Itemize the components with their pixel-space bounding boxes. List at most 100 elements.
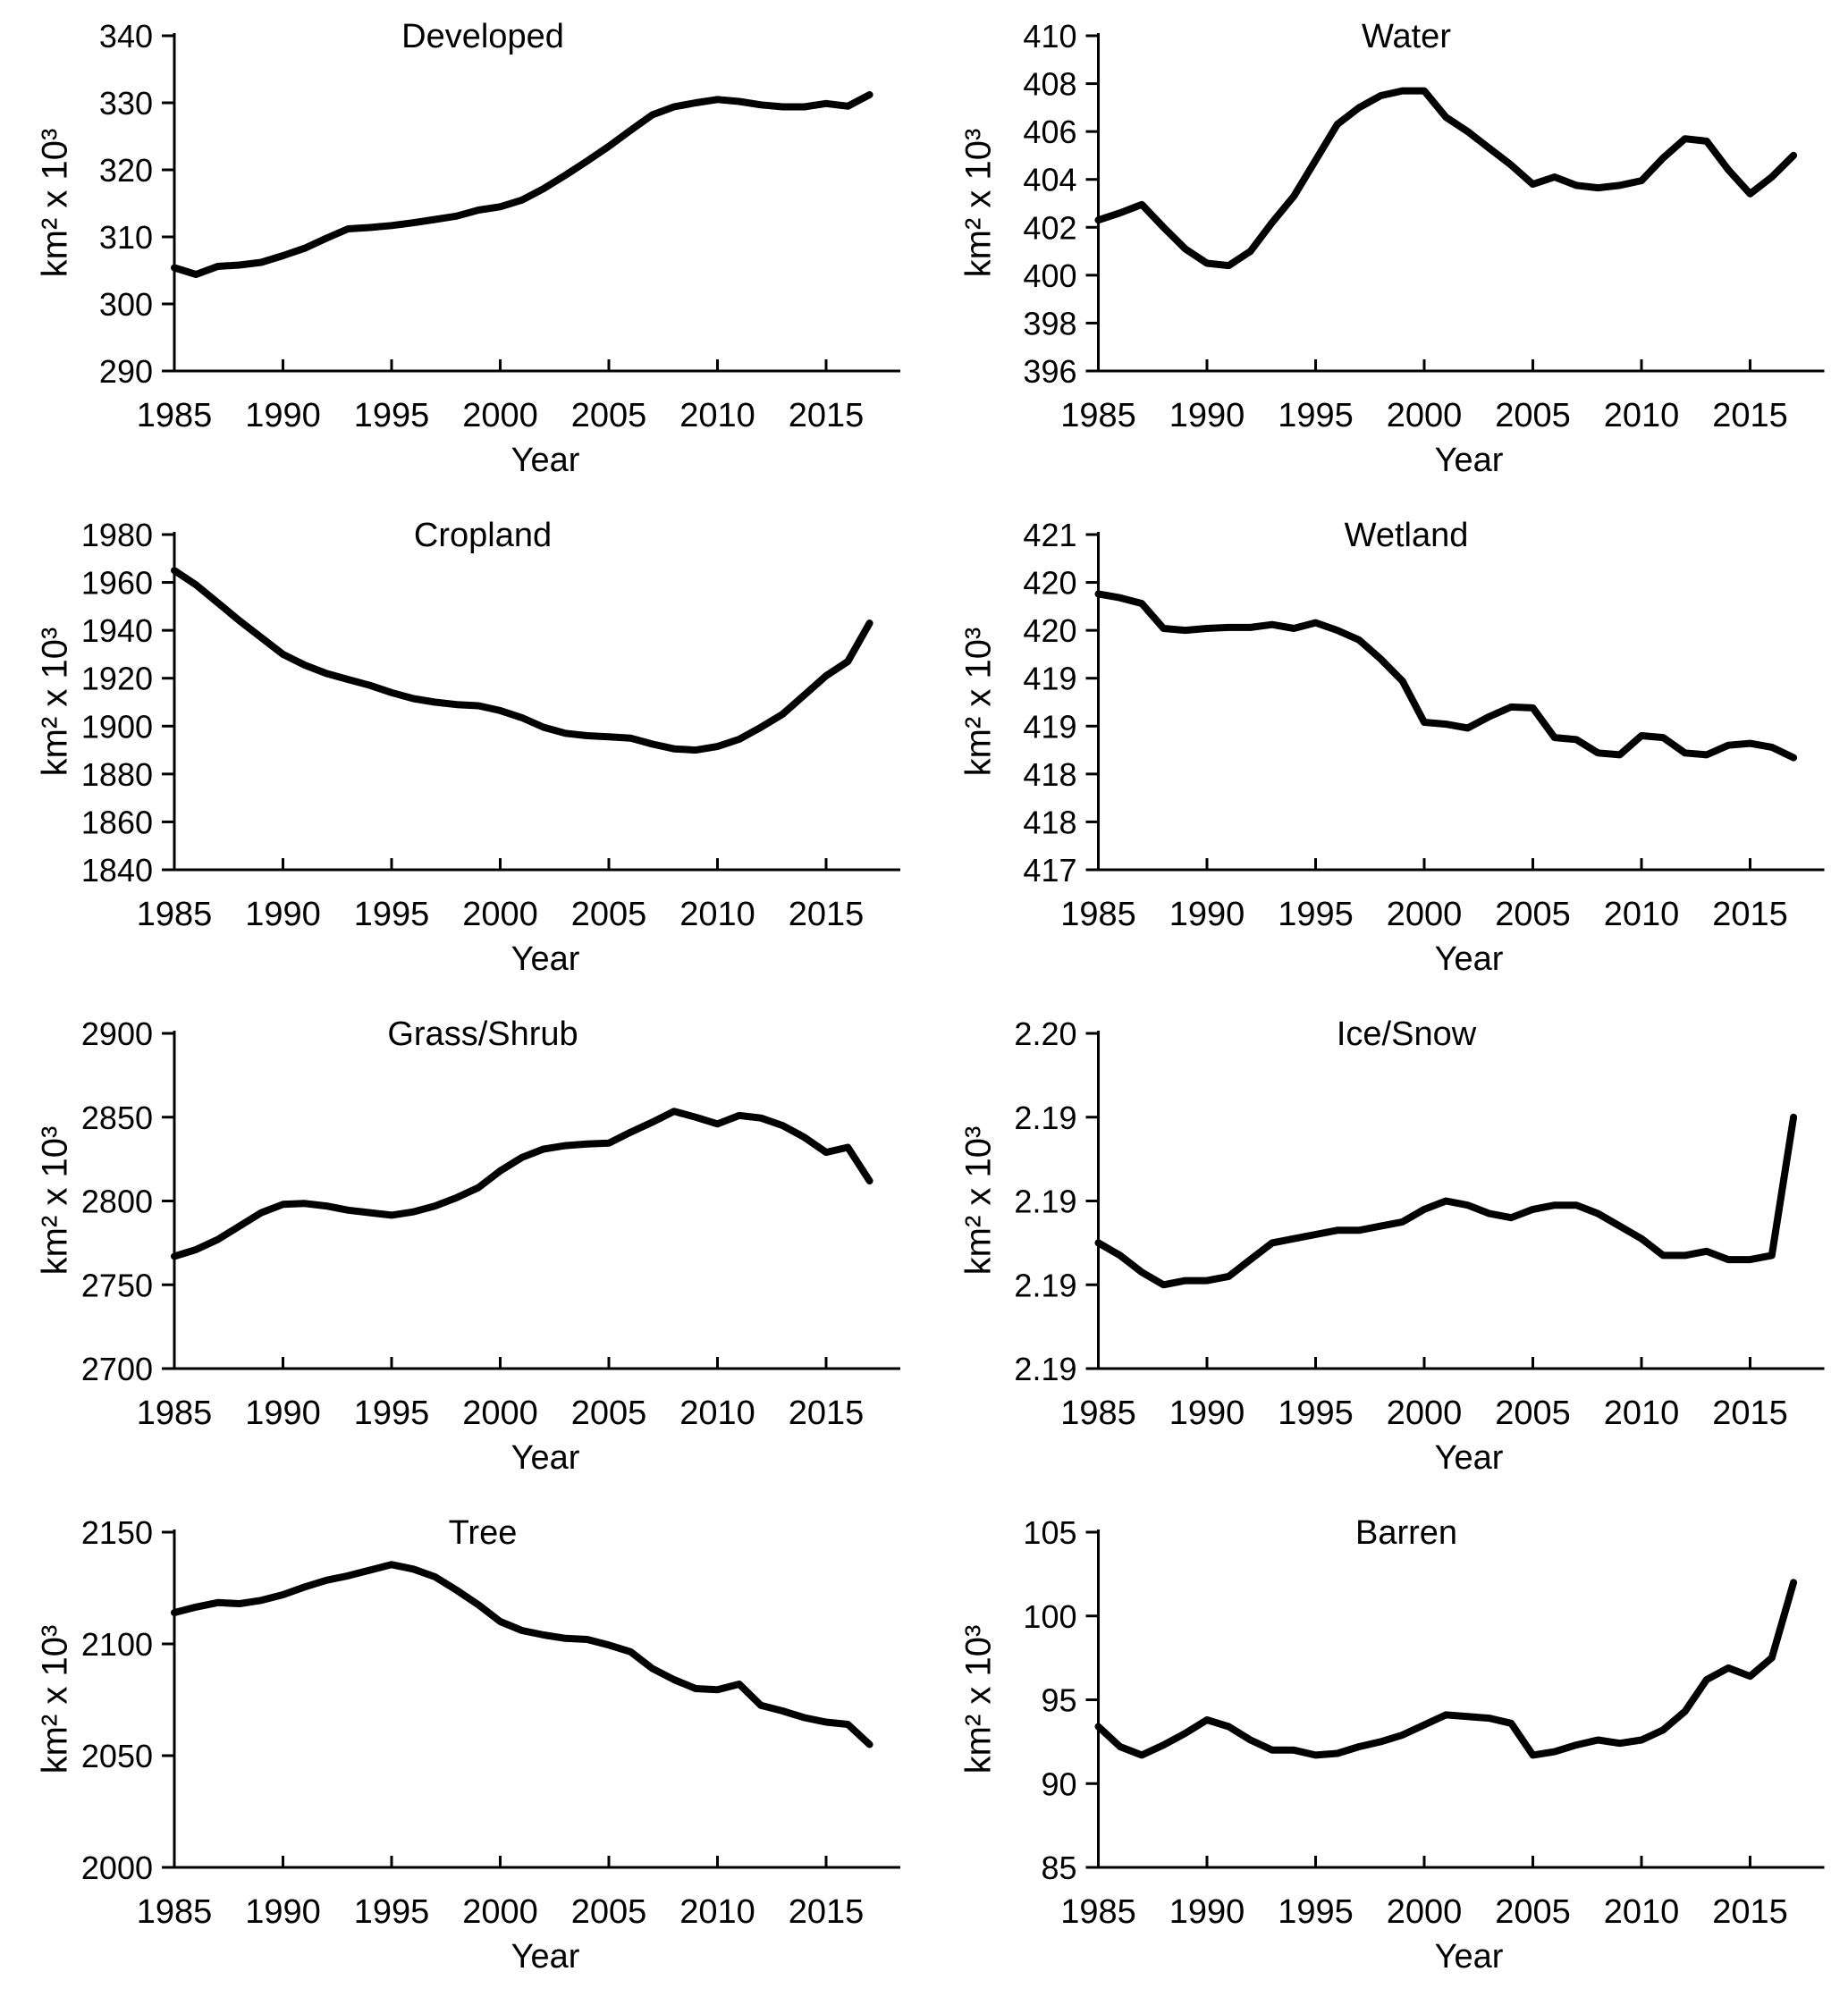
- x-tick-label: 1990: [245, 896, 321, 933]
- x-axis-label: Year: [1434, 1938, 1504, 1976]
- chart-panel-ice-snow: 2.19 2.19 2.19 2.19 2.20 1985 1990 1995 2000 2005…: [924, 998, 1848, 1496]
- y-tick-label: 330: [99, 85, 153, 122]
- x-axis-label: Year: [1434, 1439, 1504, 1477]
- y-tick-label: 2700: [81, 1351, 153, 1387]
- x-tick-label: 2000: [1387, 397, 1463, 434]
- data-line: [1094, 590, 1798, 762]
- y-tick-label: 2000: [81, 1850, 153, 1886]
- y-tick-label: 406: [1023, 114, 1076, 150]
- axis-lines: [1097, 1031, 1825, 1370]
- y-tick-label: 2.19: [1014, 1351, 1076, 1387]
- y-tick-label: 396: [1023, 353, 1076, 390]
- y-tick-label: 419: [1023, 708, 1076, 745]
- line-chart-developed: 290 300 310 320 330 340 1985 1990 1995 2000 2005 20…: [99, 18, 900, 434]
- x-tick-label: 2015: [789, 1893, 865, 1931]
- y-axis-label: km² x 10³: [35, 128, 75, 278]
- chart-title: Grass/Shrub: [387, 1015, 578, 1053]
- axis-lines: [173, 1031, 900, 1370]
- chart-panel-developed: 290 300 310 320 330 340 1985 1990 1995 2000 2005 20…: [0, 0, 924, 499]
- x-tick-label: 2005: [1495, 896, 1571, 933]
- y-tick-label: 85: [1041, 1850, 1076, 1886]
- x-tick-label: 1990: [245, 397, 321, 434]
- y-tick-label: 1900: [81, 708, 153, 745]
- y-tick-label: 95: [1041, 1682, 1076, 1719]
- y-tick-label: 417: [1023, 852, 1076, 889]
- x-tick-label: 2010: [1604, 1893, 1680, 1931]
- y-tick-label: 2800: [81, 1184, 153, 1220]
- x-tick-label: 2005: [571, 397, 647, 434]
- x-tick-label: 1985: [1060, 1893, 1136, 1931]
- x-axis-label: Year: [511, 442, 580, 479]
- y-tick-label: 2.19: [1014, 1100, 1076, 1136]
- chart-panel-wetland: 417 418 418 419 419 420 420 421 1985 1990 1995 2000…: [924, 499, 1848, 998]
- data-line: [171, 1108, 873, 1260]
- chart-panel-tree: 2000 2050 2100 2150 1985 1990 1995 2000 2005 2010…: [0, 1496, 924, 1995]
- y-axis-label: km² x 10³: [958, 128, 999, 278]
- x-tick-label: 1990: [1169, 397, 1245, 434]
- data-line: [1094, 1579, 1798, 1759]
- y-tick-label: 418: [1023, 804, 1076, 840]
- y-tick-label: 2900: [81, 1015, 153, 1052]
- y-tick-label: 2100: [81, 1626, 153, 1663]
- y-tick-label: 398: [1023, 305, 1076, 341]
- x-tick-label: 1985: [137, 1893, 213, 1931]
- x-tick-label: 2015: [1712, 1893, 1788, 1931]
- line-chart-tree: 2000 2050 2100 2150 1985 1990 1995 2000 2005 2010…: [81, 1514, 900, 1931]
- y-tick-label: 420: [1023, 565, 1076, 602]
- x-tick-label: 1985: [1060, 1395, 1136, 1432]
- x-tick-label: 2005: [571, 1893, 647, 1931]
- y-tick-label: 320: [99, 152, 153, 189]
- axis-lines: [173, 532, 900, 872]
- y-tick-label: 290: [99, 353, 153, 390]
- x-tick-label: 1995: [354, 896, 430, 933]
- chart-panel-barren: 85 90 95 100 105 1985 1990 1995 2000 2005 2010 2015…: [924, 1496, 1848, 1995]
- x-tick-label: 2000: [462, 896, 538, 933]
- y-tick-label: 400: [1023, 257, 1076, 294]
- x-tick-label: 1995: [1278, 1395, 1354, 1432]
- y-tick-label: 2.19: [1014, 1184, 1076, 1220]
- x-tick-label: 1985: [137, 397, 213, 434]
- y-tick-label: 310: [99, 219, 153, 256]
- x-tick-label: 1985: [1060, 397, 1136, 434]
- y-tick-label: 90: [1041, 1765, 1076, 1802]
- y-tick-label: 2.20: [1014, 1015, 1076, 1052]
- x-tick-label: 2015: [789, 1395, 865, 1432]
- chart-panel-cropland: 1840 1860 1880 1900 1920 1940 1960 1980 1985 1990…: [0, 499, 924, 998]
- x-tick-label: 2010: [679, 397, 755, 434]
- x-tick-label: 2005: [571, 1395, 647, 1432]
- y-tick-label: 1880: [81, 756, 153, 793]
- x-tick-label: 2005: [1495, 1395, 1571, 1432]
- data-line: [171, 567, 873, 754]
- data-line: [1094, 87, 1798, 270]
- chart-title: Wetland: [1344, 517, 1469, 554]
- y-tick-label: 2150: [81, 1514, 153, 1551]
- chart-panel-water: 396 398 400 402 404 406 408 410 1985 1990 1995 2000…: [924, 0, 1848, 499]
- axis-lines: [1097, 532, 1825, 872]
- y-tick-label: 1940: [81, 612, 153, 649]
- line-chart-grass-shrub: 2700 2750 2800 2850 2900 1985 1990 1995 2000 2005…: [81, 1015, 900, 1432]
- y-tick-label: 105: [1023, 1514, 1076, 1551]
- x-tick-label: 1995: [1278, 397, 1354, 434]
- y-tick-label: 410: [1023, 18, 1076, 55]
- axis-lines: [173, 1529, 900, 1869]
- x-tick-label: 2015: [789, 397, 865, 434]
- y-axis-label: km² x 10³: [35, 627, 75, 777]
- y-axis-label: km² x 10³: [35, 1125, 75, 1276]
- chart-title: Cropland: [413, 517, 553, 554]
- y-tick-label: 1920: [81, 661, 153, 697]
- x-tick-label: 1995: [354, 1395, 430, 1432]
- x-tick-label: 2010: [1604, 896, 1680, 933]
- axis-lines: [1097, 1529, 1825, 1869]
- data-line: [1094, 1113, 1798, 1289]
- x-tick-label: 1990: [1169, 1893, 1245, 1931]
- y-tick-label: 404: [1023, 162, 1076, 198]
- axis-lines: [1097, 33, 1825, 373]
- x-axis-label: Year: [511, 940, 580, 978]
- y-tick-label: 402: [1023, 209, 1076, 246]
- y-tick-label: 420: [1023, 612, 1076, 649]
- y-tick-label: 2850: [81, 1100, 153, 1136]
- x-tick-label: 2000: [462, 1395, 538, 1432]
- x-axis-label: Year: [511, 1439, 580, 1477]
- x-tick-label: 1995: [1278, 896, 1354, 933]
